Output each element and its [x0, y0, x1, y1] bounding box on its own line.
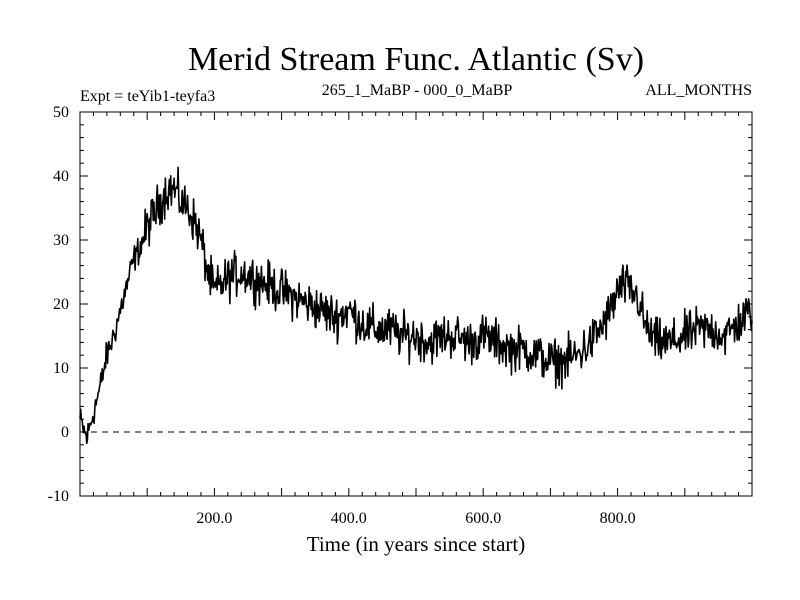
x-tick-label: 200.0 [196, 510, 232, 527]
x-tick-label: 800.0 [600, 510, 636, 527]
plot-frame [79, 111, 753, 497]
plot-area: 200.0 400.0 600.0 800.0 -10 0 10 20 30 40 50 [48, 104, 753, 527]
period-label: 265_1_MaBP - 000_0_MaBP [322, 82, 513, 99]
y-tick-label: 50 [53, 104, 69, 121]
series-line-0 [79, 166, 753, 445]
chart-title: Merid Stream Func. Atlantic (Sv) [188, 41, 644, 78]
x-tick-label: 400.0 [331, 510, 367, 527]
x-axis-label: Time (in years since start) [307, 532, 526, 556]
months-label: ALL_MONTHS [645, 82, 752, 99]
y-tick-label: 0 [61, 424, 69, 441]
experiment-label: Expt = teYib1-teyfa3 [80, 88, 215, 105]
y-tick-label: -10 [48, 488, 69, 505]
y-tick-label: 20 [53, 296, 69, 313]
y-tick-label: 40 [53, 168, 69, 185]
y-tick-label: 30 [53, 232, 69, 249]
x-tick-label: 600.0 [465, 510, 501, 527]
y-tick-label: 10 [53, 360, 69, 377]
